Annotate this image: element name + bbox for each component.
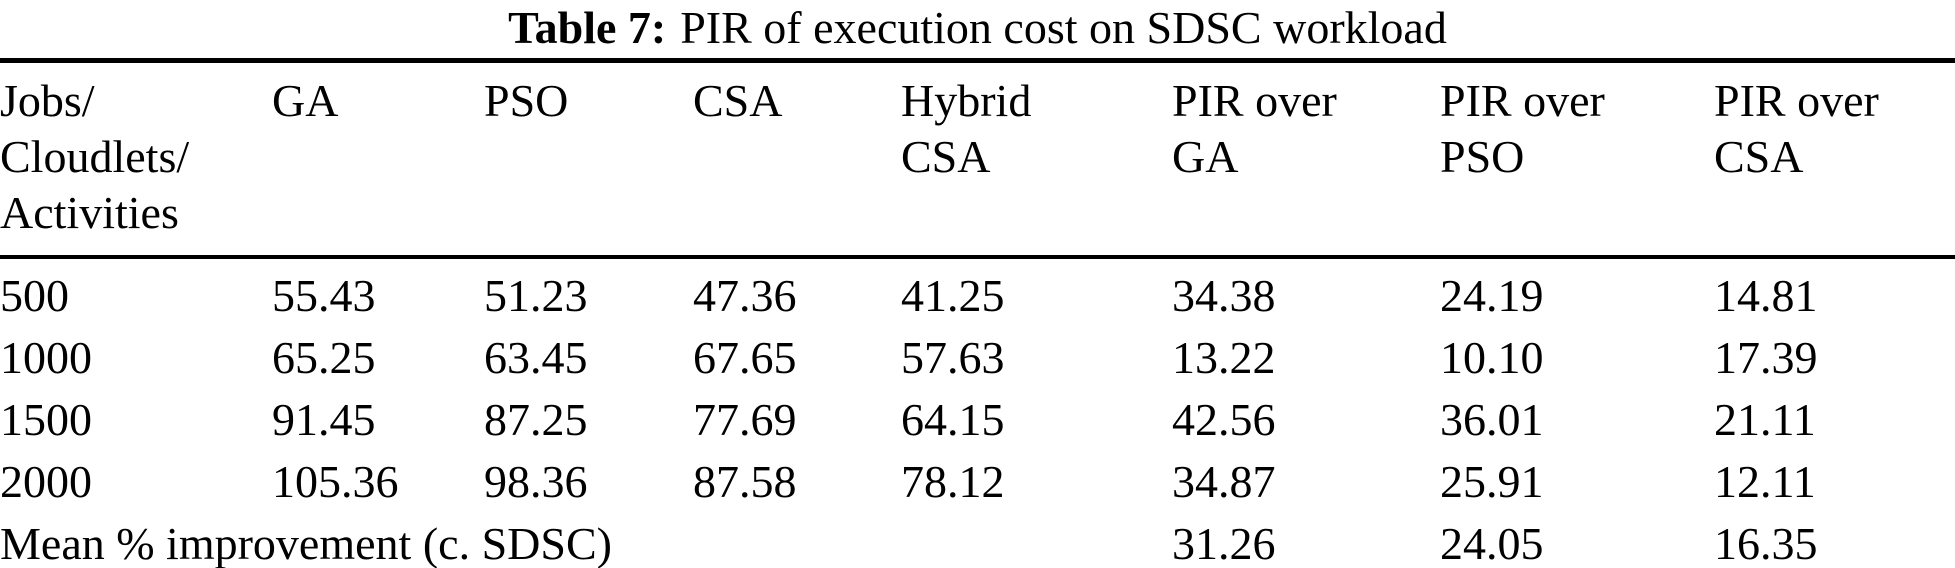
data-cell: 51.23 [484, 270, 588, 321]
table-row: 1500 91.45 87.25 77.69 64.15 42.56 36.01… [0, 389, 1955, 451]
data-cell: 77.69 [693, 394, 797, 445]
data-cell: 105.36 [272, 456, 399, 507]
summary-label: Mean % improvement (c. SDSC) [0, 518, 612, 568]
data-cell: 25.91 [1440, 456, 1544, 507]
column-header-pir-over-pso: PIR over PSO [1440, 63, 1714, 259]
summary-value: 31.26 [1172, 518, 1276, 568]
data-cell: 63.45 [484, 332, 588, 383]
table-header-row: Jobs/ Cloudlets/ Activities GA PSO CSA H… [0, 63, 1955, 259]
summary-value: 16.35 [1714, 518, 1818, 568]
data-cell: 36.01 [1440, 394, 1544, 445]
data-cell: 65.25 [272, 332, 376, 383]
data-cell: 41.25 [901, 270, 1005, 321]
table-row: 2000 105.36 98.36 87.58 78.12 34.87 25.9… [0, 451, 1955, 513]
top-rule [0, 58, 1955, 63]
data-cell: 87.25 [484, 394, 588, 445]
results-table: Jobs/ Cloudlets/ Activities GA PSO CSA H… [0, 63, 1955, 568]
caption-label: Table 7: [508, 2, 667, 53]
summary-value: 24.05 [1440, 518, 1544, 568]
data-cell: 64.15 [901, 394, 1005, 445]
table-row: 500 55.43 51.23 47.36 41.25 34.38 24.19 … [0, 257, 1955, 327]
data-cell: 21.11 [1714, 394, 1816, 445]
data-cell: 55.43 [272, 270, 376, 321]
data-cell: 98.36 [484, 456, 588, 507]
data-cell: 10.10 [1440, 332, 1544, 383]
column-header-pso: PSO [484, 63, 693, 259]
column-header-jobs: Jobs/ Cloudlets/ Activities [0, 63, 272, 259]
column-header-pir-over-ga: PIR over GA [1172, 63, 1440, 259]
data-cell: 14.81 [1714, 270, 1818, 321]
data-cell: 24.19 [1440, 270, 1544, 321]
column-header-ga: GA [272, 63, 484, 259]
data-cell: 34.87 [1172, 456, 1276, 507]
data-cell: 78.12 [901, 456, 1005, 507]
data-cell: 17.39 [1714, 332, 1818, 383]
data-cell: 47.36 [693, 270, 797, 321]
row-header: 2000 [0, 456, 92, 507]
row-header: 500 [0, 270, 69, 321]
data-cell: 91.45 [272, 394, 376, 445]
column-header-hybrid-csa: Hybrid CSA [901, 63, 1172, 259]
table-row: 1000 65.25 63.45 67.65 57.63 13.22 10.10… [0, 327, 1955, 389]
data-cell: 67.65 [693, 332, 797, 383]
data-cell: 87.58 [693, 456, 797, 507]
column-header-pir-over-csa: PIR over CSA [1714, 63, 1955, 259]
table-caption: Table 7: PIR of execution cost on SDSC wo… [0, 0, 1955, 54]
data-cell: 42.56 [1172, 394, 1276, 445]
summary-row: Mean % improvement (c. SDSC) 31.26 24.05… [0, 513, 1955, 568]
data-cell: 34.38 [1172, 270, 1276, 321]
data-cell: 12.11 [1714, 456, 1816, 507]
row-header: 1000 [0, 332, 92, 383]
row-header: 1500 [0, 394, 92, 445]
caption-text: PIR of execution cost on SDSC workload [680, 2, 1447, 53]
data-cell: 57.63 [901, 332, 1005, 383]
column-header-csa: CSA [693, 63, 901, 259]
data-cell: 13.22 [1172, 332, 1276, 383]
